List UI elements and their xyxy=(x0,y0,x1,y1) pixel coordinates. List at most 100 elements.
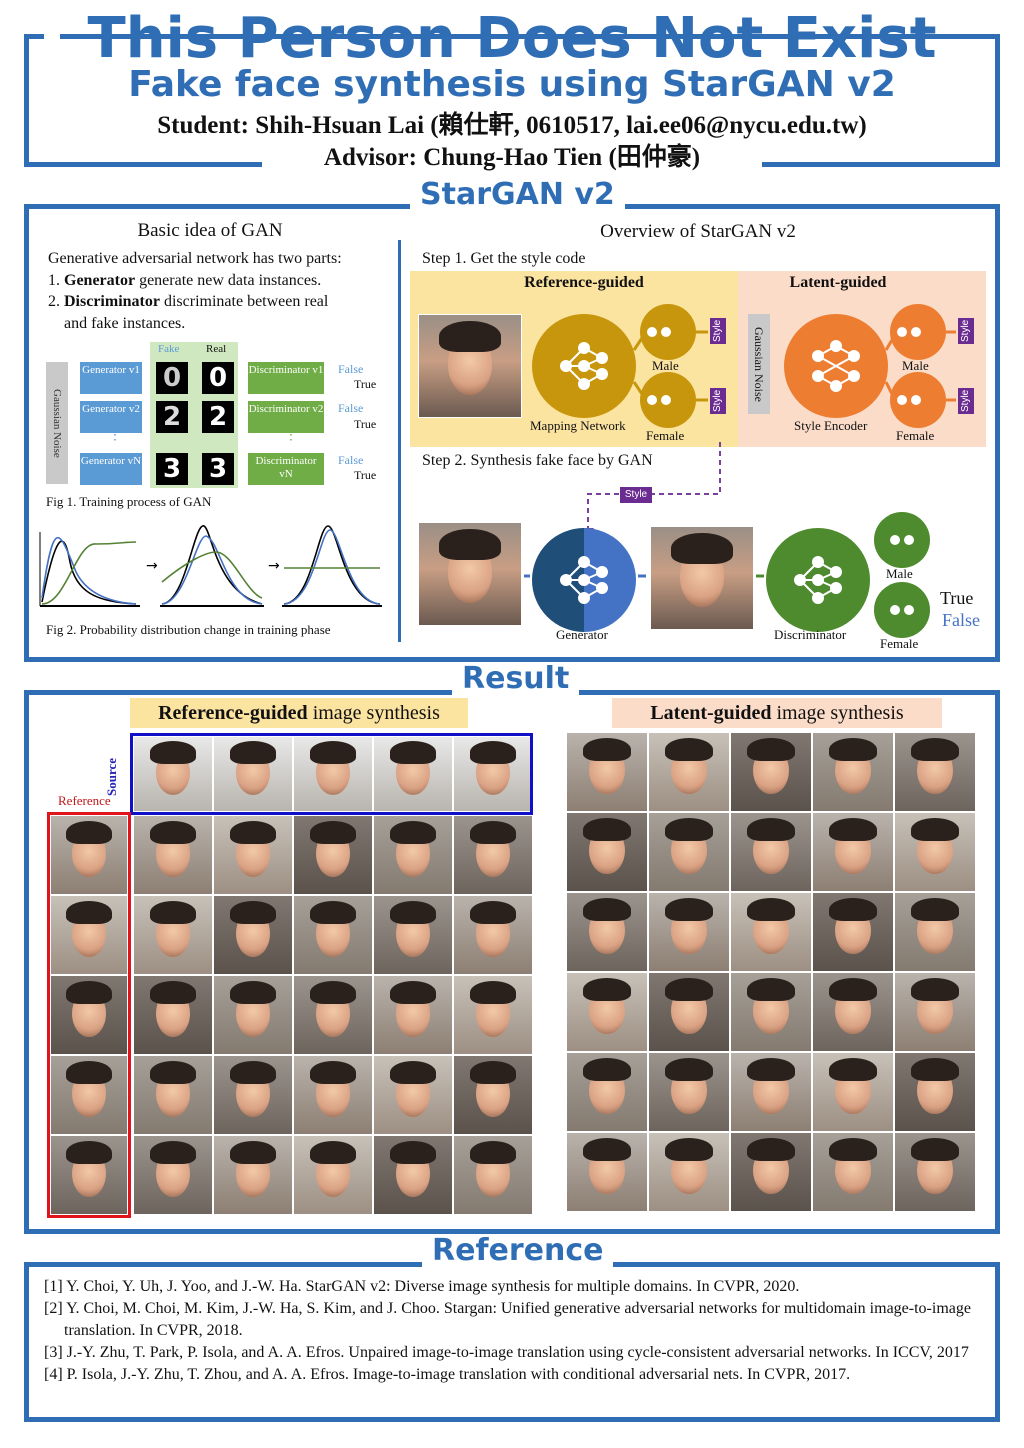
latent-face-image xyxy=(648,732,730,812)
latent-face-image xyxy=(730,892,812,972)
advisor-line: Advisor: Chung-Hao Tien (田仲豪) xyxy=(323,144,701,171)
latent-face-image xyxy=(648,892,730,972)
reference-item-3: [3] J.-Y. Zhu, T. Park, P. Isola, and A.… xyxy=(44,1344,969,1361)
fig1-discriminator-v2: Discriminator v2 xyxy=(248,401,324,433)
generator-label: Generator xyxy=(556,627,608,642)
reference-face-image xyxy=(50,895,128,975)
reference-face-image xyxy=(50,1055,128,1135)
latent-face-image xyxy=(730,1132,812,1212)
source-face-image xyxy=(373,736,453,812)
fig1-generator-vn: Generator vN xyxy=(80,453,142,485)
synthesized-face-image xyxy=(213,975,293,1055)
synthesized-face-image xyxy=(373,815,453,895)
reference-guided-result-title: Reference-guided image synthesis xyxy=(130,698,468,728)
mapping-male-label: Male xyxy=(652,358,679,373)
header-frame-bottom-right xyxy=(762,162,1000,167)
fig2-distribution-plots: → → xyxy=(39,525,382,607)
latent-face-image xyxy=(730,1052,812,1132)
encoder-male-label: Male xyxy=(902,358,929,373)
style-encoder-label: Style Encoder xyxy=(794,418,868,433)
source-highlight-box xyxy=(130,733,533,815)
latent-face-image xyxy=(812,732,894,812)
svg-text:→: → xyxy=(146,558,158,574)
synthesized-face-image xyxy=(373,1135,453,1215)
fig1-real-label: Real xyxy=(206,343,227,355)
synthesized-face-image xyxy=(373,1055,453,1135)
student-line: Student: Shih-Hsuan Lai (賴仕軒, 0610517, l… xyxy=(157,112,867,139)
latent-face-image xyxy=(812,972,894,1052)
reference-guided-label: Reference-guided xyxy=(524,274,644,291)
fig1-fake-digit-3: 3 xyxy=(156,453,188,485)
basic-gan-intro: Generative adversarial network has two p… xyxy=(48,250,342,267)
latent-face-image xyxy=(648,1132,730,1212)
poster-title: This Person Does Not Exist xyxy=(87,6,937,71)
style-code-step2: Style xyxy=(620,487,652,503)
latent-gaussian-noise-label: Gaussian Noise xyxy=(752,326,766,402)
synthesized-face-image xyxy=(213,895,293,975)
synthesized-face-image xyxy=(453,815,533,895)
latent-face-image xyxy=(648,972,730,1052)
fig1-discriminator-v1: Discriminator v1 xyxy=(248,362,324,394)
encoder-female-label: Female xyxy=(896,428,935,443)
fig1-true-3: True xyxy=(354,468,377,482)
fig1-fake-digit-1: 0 xyxy=(156,362,188,394)
step2-arrows xyxy=(524,535,914,615)
reference-item-1: [1] Y. Choi, Y. Uh, J. Yoo, and J.-W. Ha… xyxy=(44,1278,800,1295)
synthesized-face-image xyxy=(133,815,213,895)
synthesized-face-image xyxy=(133,1055,213,1135)
latent-guided-result-title: Latent-guided image synthesis xyxy=(612,698,942,728)
disc-false-label: False xyxy=(942,610,980,630)
fig1-false-2: False xyxy=(338,401,364,415)
fig1-real-digit-1: 0 xyxy=(202,362,234,394)
synthesized-face-image xyxy=(293,1055,373,1135)
stargan-section-title: StarGAN v2 xyxy=(410,178,625,212)
latent-face-image xyxy=(812,892,894,972)
latent-face-image xyxy=(566,1132,648,1212)
step1-label: Step 1. Get the style code xyxy=(422,250,586,267)
reference-section-title: Reference xyxy=(422,1234,614,1268)
fig2-caption: Fig 2. Probability distribution change i… xyxy=(46,622,331,637)
latent-face-image xyxy=(648,812,730,892)
synthesized-face-image xyxy=(373,895,453,975)
fake-face-image xyxy=(650,526,754,630)
fig2-plot-3 xyxy=(282,525,382,607)
style-encoder-icon xyxy=(812,340,860,392)
fig1-fake-label: Fake xyxy=(158,343,180,355)
latent-face-image xyxy=(894,1132,976,1212)
step2-label: Step 2. Synthesis fake face by GAN xyxy=(422,452,653,469)
basic-gan-item1: 1. Generator generate new data instances… xyxy=(48,272,322,289)
source-face-image xyxy=(213,736,293,812)
disc-female-label: Female xyxy=(880,636,919,651)
reference-highlight-box xyxy=(47,812,131,1218)
synthesized-face-image xyxy=(293,815,373,895)
fig2-plot-1 xyxy=(39,532,140,607)
latent-face-image xyxy=(566,892,648,972)
synthesized-face-image xyxy=(293,975,373,1055)
reference-list: [1] Y. Choi, Y. Uh, J. Yoo, and J.-W. Ha… xyxy=(44,1276,990,1386)
fig1-false-1: False xyxy=(338,362,364,376)
fig1-gaussian-noise-label: Gaussian Noise xyxy=(51,388,63,458)
synthesized-face-image xyxy=(213,1135,293,1215)
fig1-true-1: True xyxy=(354,377,377,391)
disc-female-node xyxy=(874,582,930,638)
disc-male-label: Male xyxy=(886,566,913,581)
fig1-dots-2: ⋮ xyxy=(284,428,298,443)
mapping-female-label: Female xyxy=(646,428,685,443)
synthesized-face-image xyxy=(213,1055,293,1135)
mapping-network-label: Mapping Network xyxy=(530,418,626,433)
latent-face-image xyxy=(566,1052,648,1132)
synthesized-face-image xyxy=(133,895,213,975)
header-frame-bottom-left xyxy=(24,162,262,167)
latent-guided-label: Latent-guided xyxy=(789,274,887,291)
reference-item-4: [4] P. Isola, J.-Y. Zhu, T. Zhou, and A.… xyxy=(44,1366,851,1383)
reference-item-2: [2] Y. Choi, M. Choi, M. Kim, J.-W. Ha, … xyxy=(44,1300,971,1339)
latent-face-image xyxy=(894,1052,976,1132)
reference-face-image xyxy=(50,1135,128,1215)
latent-face-image xyxy=(812,812,894,892)
fig1-false-3: False xyxy=(338,453,364,467)
fig1-real-digit-2: 2 xyxy=(202,401,234,433)
reference-face-image xyxy=(418,314,522,418)
latent-face-image xyxy=(812,1132,894,1212)
synthesized-face-image xyxy=(453,975,533,1055)
disc-true-label: True xyxy=(940,588,974,608)
